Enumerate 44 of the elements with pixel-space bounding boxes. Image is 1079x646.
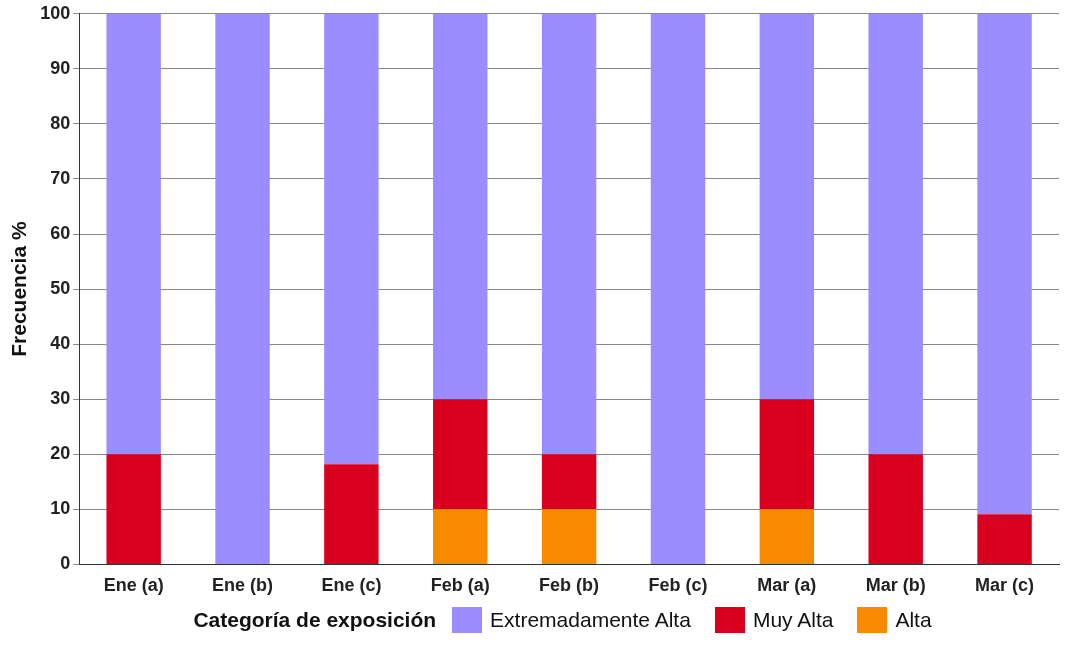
y-tick-label: 30 [50,388,71,409]
bar [541,454,597,510]
bar [977,13,1032,515]
x-tick-label: Ene (b) [212,575,274,596]
y-axis-title: Frecuencia % [7,221,31,357]
bar [541,13,597,455]
bar [759,509,815,564]
bar [433,13,488,400]
bar [215,13,270,564]
legend-title: Categoría de exposición [193,608,437,632]
legend-label: Muy Alta [752,608,834,632]
bar [433,509,488,564]
y-tick-label: 70 [50,167,71,188]
x-tick-label: Feb (b) [539,575,600,596]
x-tick-label: Ene (c) [321,575,382,596]
y-tick-label: 80 [50,112,71,133]
x-tick-label: Mar (b) [865,575,926,596]
bar [324,13,379,465]
x-tick-label: Feb (c) [648,575,708,596]
y-tick-label: 100 [40,2,71,23]
x-tick-label: Mar (c) [975,575,1035,596]
y-tick-label: 40 [50,333,71,354]
legend-label: Extremadamente Alta [490,608,691,632]
y-tick-label: 50 [50,278,71,299]
y-tick-label: 20 [50,443,71,464]
bar [650,13,706,564]
y-tick-label: 10 [50,498,71,519]
bar [106,454,161,564]
y-tick-label: 60 [50,223,71,244]
bar [759,13,815,400]
x-tick-label: Mar (a) [757,575,817,596]
bar [541,509,597,564]
x-tick-label: Feb (a) [430,575,490,596]
bar [868,13,923,455]
y-tick-label: 0 [60,553,71,574]
y-tick-label: 90 [50,57,71,78]
bar [759,399,815,510]
x-tick-label: Ene (a) [103,575,164,596]
bar [868,454,923,564]
bar [106,13,161,455]
bar [433,399,488,510]
bar [977,514,1032,564]
bar [324,464,379,564]
legend-label: Alta [895,608,932,632]
